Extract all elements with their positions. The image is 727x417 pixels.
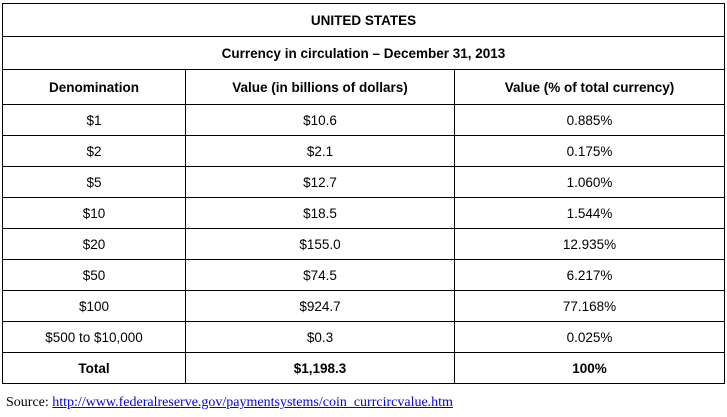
cell-denomination: $20 bbox=[2, 228, 186, 260]
source-link[interactable]: http://www.federalreserve.gov/paymentsys… bbox=[52, 395, 453, 410]
source-line: Source: http://www.federalreserve.gov/pa… bbox=[6, 395, 453, 411]
table-row: $1 $10.6 0.885% bbox=[2, 104, 725, 136]
title-row: UNITED STATES bbox=[2, 3, 725, 37]
total-value-billions: $1,198.3 bbox=[185, 352, 455, 384]
cell-value-percent: 12.935% bbox=[454, 228, 725, 260]
cell-denomination: $500 to $10,000 bbox=[2, 321, 186, 353]
table-row: $500 to $10,000 $0.3 0.025% bbox=[2, 321, 725, 353]
cell-value-billions: $12.7 bbox=[185, 166, 455, 198]
header-denomination: Denomination bbox=[2, 69, 186, 105]
source-label: Source: bbox=[6, 395, 49, 410]
cell-value-percent: 6.217% bbox=[454, 259, 725, 291]
cell-value-billions: $10.6 bbox=[185, 104, 455, 136]
table-title: UNITED STATES bbox=[2, 3, 725, 37]
cell-denomination: $1 bbox=[2, 104, 186, 136]
cell-value-billions: $2.1 bbox=[185, 135, 455, 167]
cell-value-percent: 1.060% bbox=[454, 166, 725, 198]
cell-value-percent: 1.544% bbox=[454, 197, 725, 229]
cell-value-percent: 0.175% bbox=[454, 135, 725, 167]
table-row: $50 $74.5 6.217% bbox=[2, 259, 725, 291]
total-value-percent: 100% bbox=[454, 352, 725, 384]
total-row: Total $1,198.3 100% bbox=[2, 352, 725, 384]
cell-value-billions: $18.5 bbox=[185, 197, 455, 229]
cell-value-billions: $0.3 bbox=[185, 321, 455, 353]
cell-value-percent: 0.025% bbox=[454, 321, 725, 353]
currency-table: UNITED STATES Currency in circulation – … bbox=[2, 3, 725, 384]
cell-denomination: $10 bbox=[2, 197, 186, 229]
table-subtitle: Currency in circulation – December 31, 2… bbox=[2, 36, 725, 70]
cell-value-percent: 77.168% bbox=[454, 290, 725, 322]
header-row: Denomination Value (in billions of dolla… bbox=[2, 69, 725, 105]
header-value-percent: Value (% of total currency) bbox=[454, 69, 725, 105]
cell-denomination: $100 bbox=[2, 290, 186, 322]
table-row: $5 $12.7 1.060% bbox=[2, 166, 725, 198]
cell-value-percent: 0.885% bbox=[454, 104, 725, 136]
cell-denomination: $5 bbox=[2, 166, 186, 198]
table-row: $100 $924.7 77.168% bbox=[2, 290, 725, 322]
total-label: Total bbox=[2, 352, 186, 384]
cell-value-billions: $155.0 bbox=[185, 228, 455, 260]
cell-denomination: $50 bbox=[2, 259, 186, 291]
cell-denomination: $2 bbox=[2, 135, 186, 167]
cell-value-billions: $74.5 bbox=[185, 259, 455, 291]
table-row: $20 $155.0 12.935% bbox=[2, 228, 725, 260]
cell-value-billions: $924.7 bbox=[185, 290, 455, 322]
table-row: $10 $18.5 1.544% bbox=[2, 197, 725, 229]
header-value-billions: Value (in billions of dollars) bbox=[185, 69, 455, 105]
table-row: $2 $2.1 0.175% bbox=[2, 135, 725, 167]
subtitle-row: Currency in circulation – December 31, 2… bbox=[2, 36, 725, 70]
